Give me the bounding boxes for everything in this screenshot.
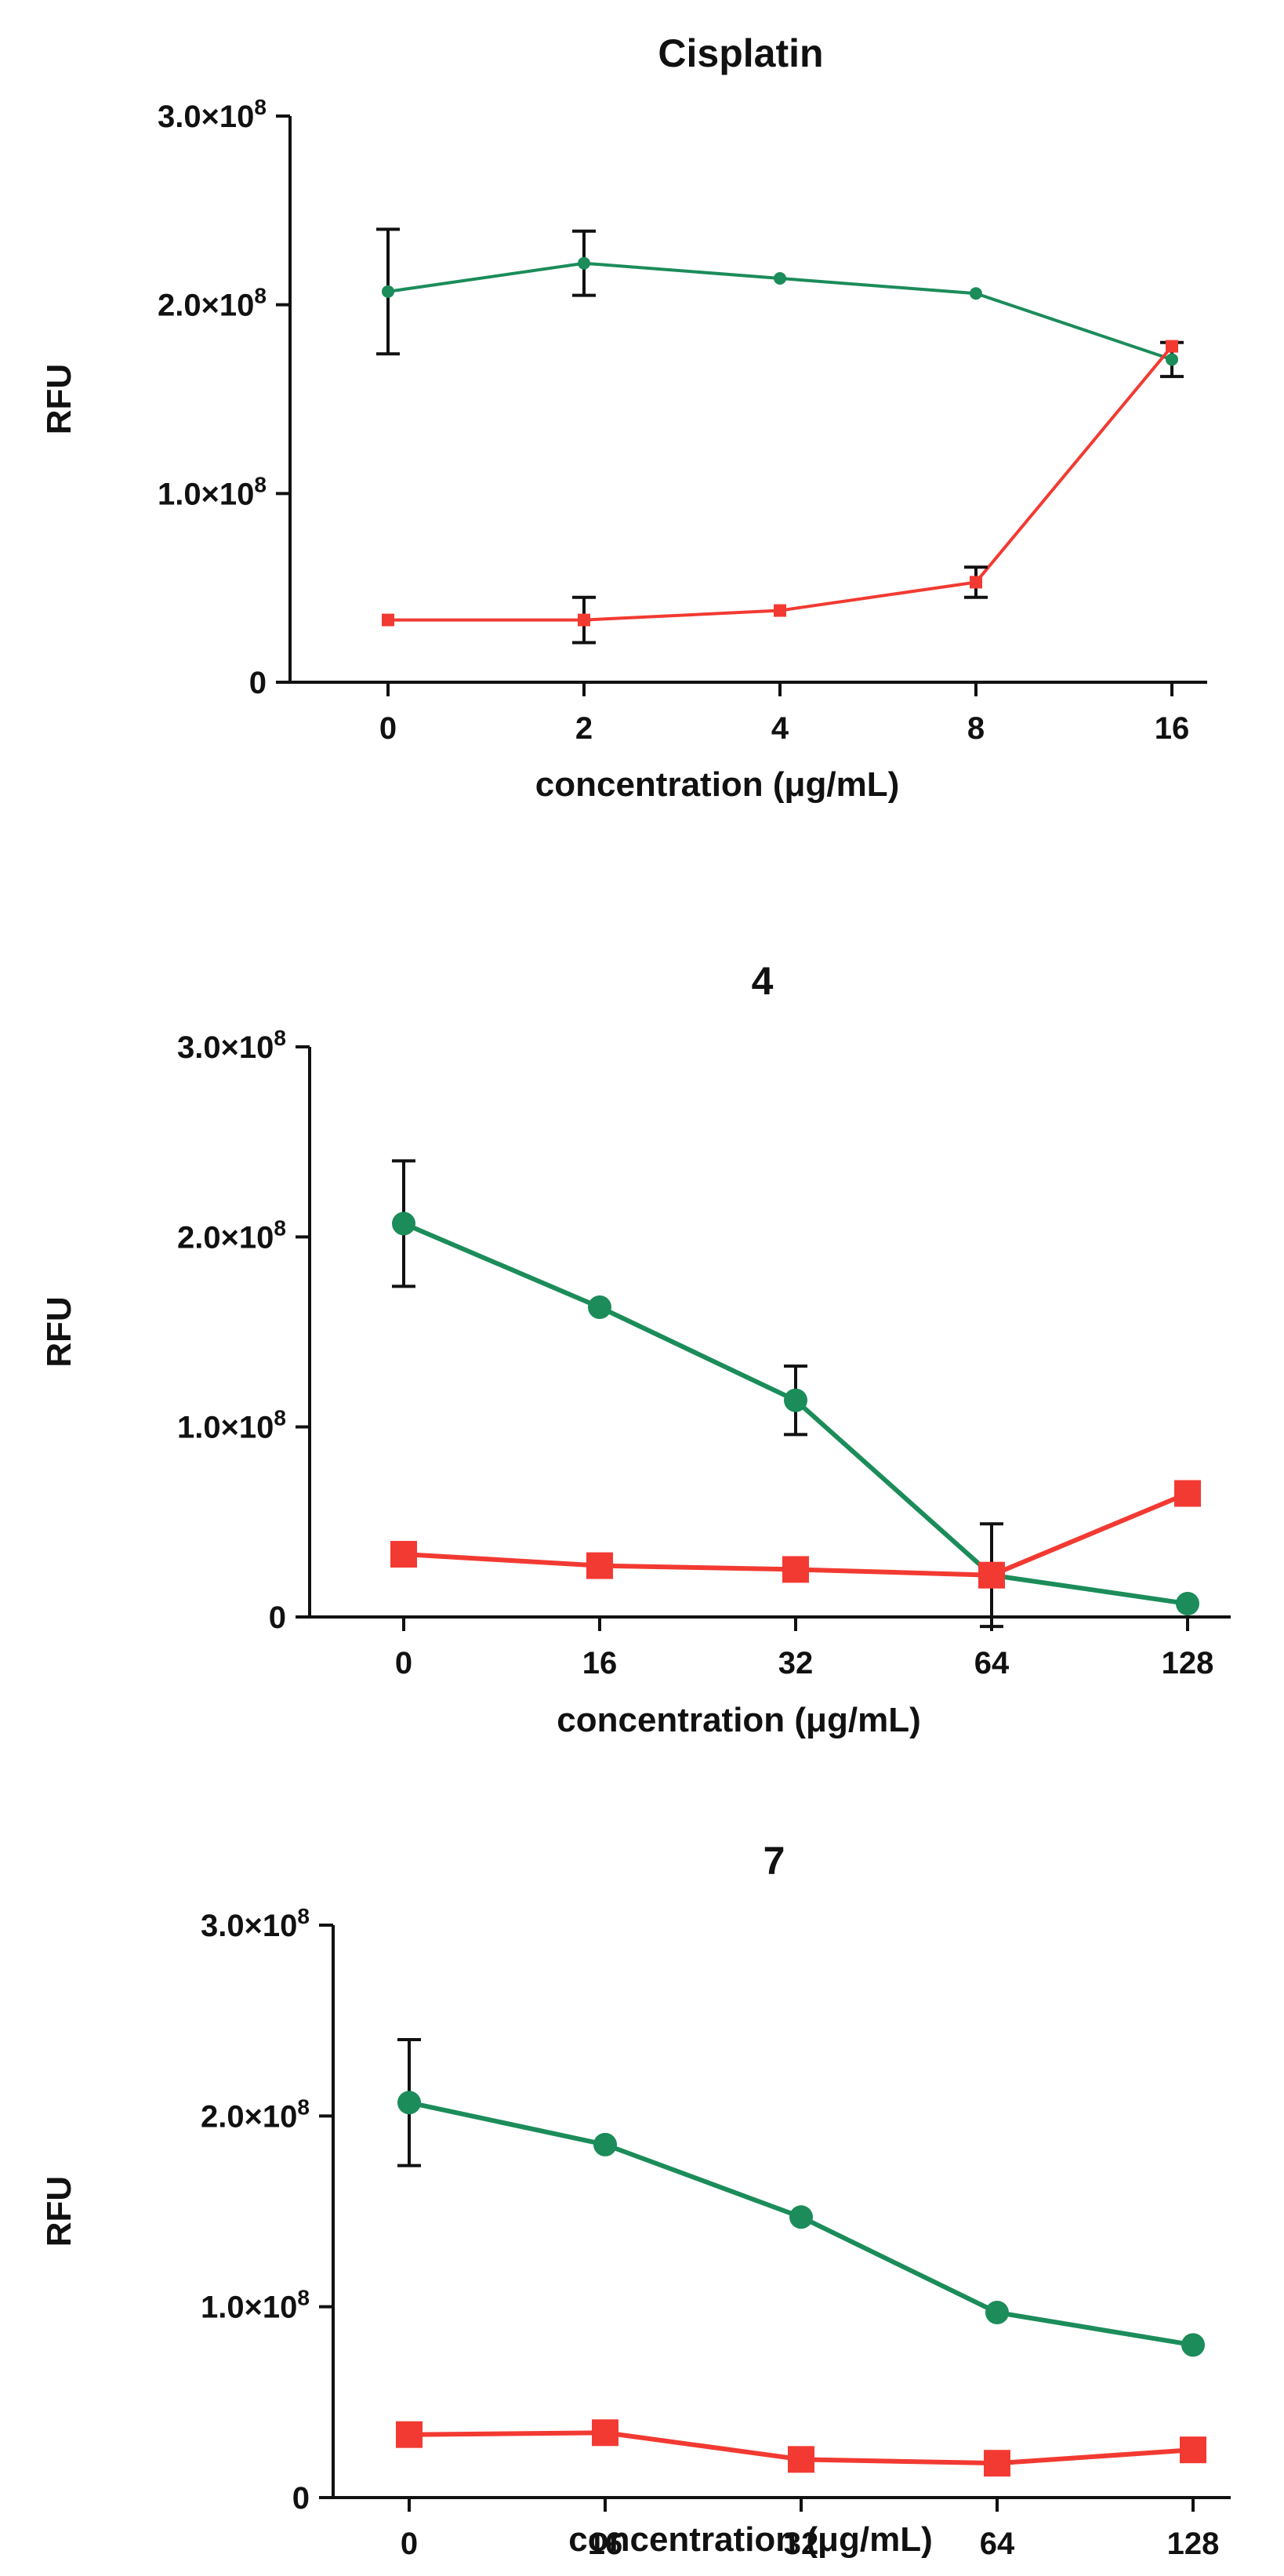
y-tick-exponent: 8	[274, 1215, 286, 1240]
series-green	[376, 227, 1184, 379]
y-tick-exponent: 8	[297, 1904, 310, 1928]
x-tick-label: 16	[588, 2527, 623, 2561]
y-axis-label: RFU	[40, 2176, 78, 2247]
data-point	[978, 1561, 1005, 1589]
y-tick-mantissa: 1.0×10	[177, 1411, 274, 1445]
x-tick-label: 128	[1167, 2527, 1220, 2561]
chart-title: Cisplatin	[658, 31, 823, 75]
y-axis-label: RFU	[40, 1296, 78, 1367]
y-tick-mantissa: 3.0×10	[158, 100, 254, 134]
data-point	[984, 2450, 1010, 2477]
x-tick-label: 16	[582, 1646, 618, 1680]
series-green	[397, 2038, 1205, 2357]
y-tick-label: 0	[292, 2481, 310, 2516]
x-tick-label: 4	[771, 711, 789, 746]
y-tick-label: 0	[249, 666, 267, 700]
data-point	[985, 2300, 1009, 2324]
data-point	[1176, 1592, 1199, 1616]
y-tick-exponent: 8	[274, 1406, 286, 1430]
x-tick-label: 64	[980, 2527, 1015, 2561]
x-tick-label: 8	[967, 711, 985, 746]
data-point	[578, 256, 590, 270]
data-point	[396, 2421, 423, 2448]
data-point	[593, 2132, 617, 2156]
y-tick-label: 2.0×108	[158, 284, 267, 323]
data-point	[970, 287, 982, 300]
y-tick-exponent: 8	[274, 1026, 286, 1050]
data-point	[774, 271, 786, 285]
data-point	[1181, 2333, 1205, 2357]
data-point	[1180, 2436, 1206, 2464]
panel-compound-4: 4 RFU concentration (μg/mL) 01.0×1082.0×…	[40, 959, 1231, 1739]
y-tick-mantissa: 2.0×10	[158, 289, 254, 323]
data-point	[586, 1552, 613, 1579]
data-point	[588, 1295, 611, 1319]
y-tick-exponent: 8	[297, 2095, 310, 2119]
x-axis-label: concentration (μg/mL)	[535, 765, 899, 804]
x-tick-label: 2	[575, 711, 593, 746]
data-point	[970, 576, 982, 589]
y-tick-mantissa: 2.0×10	[201, 2099, 297, 2134]
data-point	[1166, 340, 1178, 353]
data-point	[1166, 353, 1178, 366]
x-axis-label: concentration (μg/mL)	[568, 2520, 932, 2559]
y-tick-mantissa: 3.0×10	[201, 1909, 297, 1943]
data-point	[784, 1388, 807, 1412]
data-point	[782, 1556, 809, 1583]
panel-cisplatin: Cisplatin RFU concentration (μg/mL) 0 1.0…	[40, 31, 1207, 804]
x-tick-label: 0	[379, 711, 397, 746]
x-axis-label: concentration (μg/mL)	[557, 1701, 920, 1739]
y-tick-mantissa: 1.0×10	[158, 477, 254, 511]
panel-compound-7: 7 RFU concentration (μg/mL) 01.0×1082.0×…	[40, 1839, 1231, 2561]
data-point	[382, 613, 394, 627]
series-red-line	[388, 345, 1173, 622]
x-tick-label: 16	[1155, 711, 1190, 746]
y-tick-label: 3.0×108	[201, 1904, 310, 1943]
x-tick-label: 32	[778, 1646, 814, 1680]
data-point	[382, 285, 394, 298]
data-point	[592, 2419, 618, 2447]
y-tick-label: 1.0×108	[158, 472, 267, 511]
y-tick-label: 0	[269, 1600, 286, 1635]
y-axis-label: RFU	[40, 364, 78, 434]
data-point	[1174, 1480, 1201, 1507]
y-tick-label: 1.0×108	[177, 1406, 286, 1445]
y-tick-mantissa: 2.0×10	[177, 1220, 274, 1255]
y-tick-label: 1.0×108	[201, 2286, 310, 2325]
x-tick-label: 32	[784, 2527, 819, 2561]
y-tick-exponent: 8	[254, 472, 267, 496]
data-point	[774, 604, 786, 617]
y-tick-mantissa: 1.0×10	[201, 2291, 297, 2325]
data-point	[788, 2446, 814, 2473]
data-point	[392, 1212, 415, 1236]
chart-title: 4	[752, 959, 774, 1003]
data-point	[390, 1541, 417, 1568]
x-tick-label: 0	[401, 2527, 418, 2561]
y-tick-exponent: 8	[254, 284, 267, 308]
y-tick-label: 3.0×108	[158, 95, 267, 134]
y-tick-label: 3.0×108	[177, 1026, 286, 1065]
y-tick-label: 2.0×108	[201, 2095, 310, 2134]
data-point	[789, 2205, 813, 2229]
x-tick-label: 128	[1162, 1646, 1214, 1680]
chart-title: 7	[764, 1839, 785, 1883]
y-tick-label: 2.0×108	[177, 1215, 286, 1255]
series-red	[382, 340, 1178, 645]
data-point	[397, 2091, 421, 2115]
y-tick-exponent: 8	[254, 95, 267, 119]
series-red	[390, 1480, 1201, 1589]
data-point	[578, 613, 590, 627]
y-tick-exponent: 8	[297, 2286, 310, 2310]
x-tick-label: 0	[395, 1646, 412, 1680]
y-tick-mantissa: 3.0×10	[177, 1030, 274, 1065]
series-red	[396, 2419, 1206, 2477]
x-tick-label: 64	[974, 1646, 1010, 1680]
